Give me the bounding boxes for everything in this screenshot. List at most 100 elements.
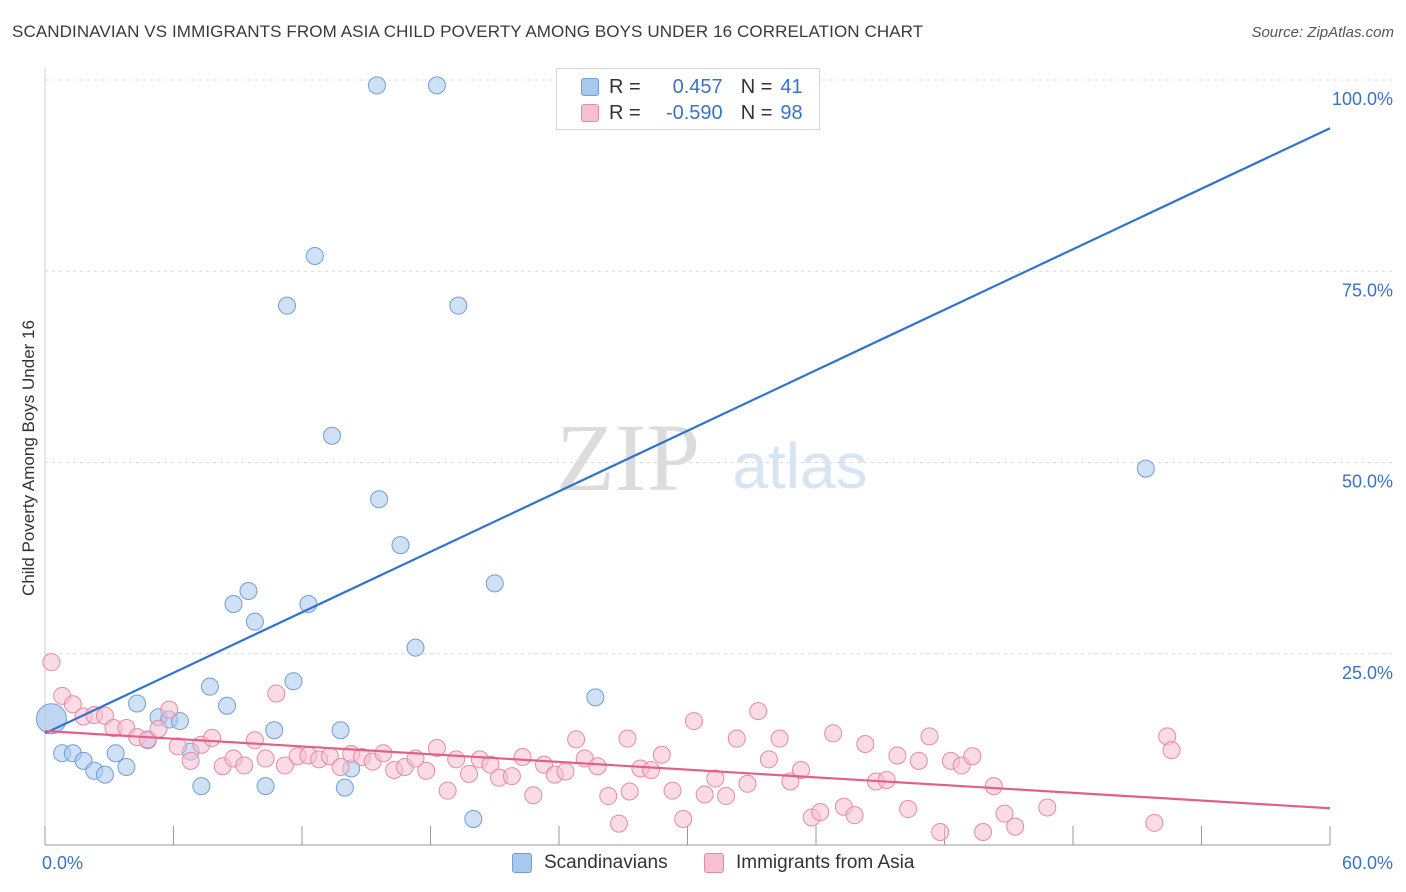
chart-title: SCANDINAVIAN VS IMMIGRANTS FROM ASIA CHI… (12, 22, 924, 41)
immigrant-asia-point (770, 729, 789, 748)
bottom-legend-swatch-scandinavians (512, 853, 532, 873)
immigrant-asia-point (684, 712, 703, 731)
immigrant-asia-point (513, 748, 532, 767)
scandinavian-point (370, 490, 389, 509)
immigrant-asia-point (417, 761, 436, 780)
scandinavian-point (391, 536, 410, 555)
scandinavian-point (464, 809, 483, 828)
bottom-legend-swatch-immigrants-asia (704, 853, 724, 873)
scandinavian-point (284, 672, 303, 691)
immigrant-asia-point (267, 684, 286, 703)
scandinavian-point (256, 777, 275, 796)
y-tick-label: 25.0% (1342, 663, 1393, 683)
immigrant-asia-point (245, 731, 264, 750)
immigrant-asia-point (931, 822, 950, 841)
immigrant-asia-point (1006, 817, 1025, 836)
immigrant-asia-point (974, 822, 993, 841)
bottom-legend-label: Immigrants from Asia (736, 852, 915, 873)
scandinavian-point (224, 595, 243, 614)
immigrant-asia-point (663, 781, 682, 800)
immigrant-asia-point (1162, 741, 1181, 760)
legend-r-label: R = (609, 75, 641, 98)
scandinavian-trend-line (44, 127, 1331, 735)
immigrant-asia-point (1145, 813, 1164, 832)
immigrant-asia-point (899, 800, 918, 819)
immigrant-asia-point (652, 745, 671, 764)
immigrant-asia-point (460, 764, 479, 783)
immigrant-asia-point (984, 777, 1003, 796)
legend-row-scandinavians: R = 0.457 N = 41 (581, 75, 803, 99)
scandinavian-point (265, 721, 284, 740)
scandinavian-point (239, 582, 258, 601)
scandinavian-point (485, 574, 504, 593)
immigrant-asia-point (877, 770, 896, 789)
legend-r-value: -0.590 (665, 101, 723, 124)
immigrant-asia-point (138, 730, 157, 749)
y-tick-label: 100.0% (1332, 89, 1393, 109)
immigrant-asia-point (427, 738, 446, 757)
scandinavian-point (367, 76, 386, 95)
immigrant-asia-point (759, 750, 778, 769)
scandinavian-point (245, 612, 264, 631)
scandinavian-point (335, 778, 354, 797)
watermark-zip: ZIP (556, 404, 700, 511)
immigrant-asia-point (824, 724, 843, 743)
immigrant-asia-point (845, 806, 864, 825)
immigrant-asia-point (160, 700, 179, 719)
immigrant-asia-point (674, 809, 693, 828)
legend-swatch-scandinavians (581, 78, 599, 96)
bottom-legend-label: Scandinavians (544, 852, 668, 873)
immigrant-asia-point (447, 750, 466, 769)
scandinavian-point (117, 757, 136, 776)
immigrant-asia-point (235, 756, 254, 775)
correlation-legend: R = 0.457 N = 41 R = -0.590 N = 98 (556, 68, 820, 130)
y-axis-label-group: Child Poverty Among Boys Under 16 (19, 320, 38, 596)
immigrant-asia-point (888, 746, 907, 765)
immigrant-asia-point (749, 702, 768, 721)
immigrant-asia-point (618, 729, 637, 748)
legend-n-label: N = (740, 75, 773, 98)
watermark: ZIP atlas (556, 404, 868, 511)
legend-n-value: 41 (780, 75, 803, 98)
legend-n-label: N = (740, 101, 773, 124)
scandinavian-point (1136, 459, 1155, 478)
y-axis-label: Child Poverty Among Boys Under 16 (19, 320, 38, 596)
immigrant-asia-point (727, 729, 746, 748)
source-label: Source: ZipAtlas.com (1251, 24, 1394, 41)
immigrant-asia-point (909, 751, 928, 770)
scandinavian-point (449, 296, 468, 315)
watermark-atlas: atlas (732, 430, 867, 502)
immigrant-asia-point (567, 730, 586, 749)
x-tick-label: 0.0% (42, 853, 83, 873)
immigrant-asia-point (168, 737, 187, 756)
legend-r-value: 0.457 (672, 75, 723, 98)
legend-n-value: 98 (780, 101, 803, 124)
scandinavian-point (586, 688, 605, 707)
immigrant-asia-point (203, 728, 222, 747)
immigrant-asia-point (275, 756, 294, 775)
immigrant-asia-point (524, 786, 543, 805)
immigrant-asia-point (599, 787, 618, 806)
immigrant-asia-point (438, 781, 457, 800)
immigrant-asia-point (706, 769, 725, 788)
legend-row-immigrants-asia: R = -0.590 N = 98 (581, 101, 803, 125)
immigrant-asia-point (792, 761, 811, 780)
scandinavian-point (106, 744, 125, 763)
immigrant-asia-point (620, 782, 639, 801)
scandinavian-point (331, 721, 350, 740)
bottom-legend-immigrants-asia: Immigrants from Asia (704, 852, 914, 874)
scandinavian-point (427, 76, 446, 95)
immigrant-asia-point (920, 727, 939, 746)
scandinavian-point (170, 712, 189, 731)
immigrant-asia-point (42, 653, 61, 672)
scandinavian-point (128, 694, 147, 713)
immigrant-asia-point (374, 744, 393, 763)
scandinavian-point (406, 638, 425, 657)
y-tick-label: 75.0% (1342, 280, 1393, 300)
gridlines (45, 79, 1394, 655)
immigrant-asia-point (481, 755, 500, 774)
immigrant-asia-point (149, 719, 168, 738)
y-tick-label: 50.0% (1342, 472, 1393, 492)
immigrant-asia-point (995, 804, 1014, 823)
scandinavian-point (200, 677, 219, 696)
